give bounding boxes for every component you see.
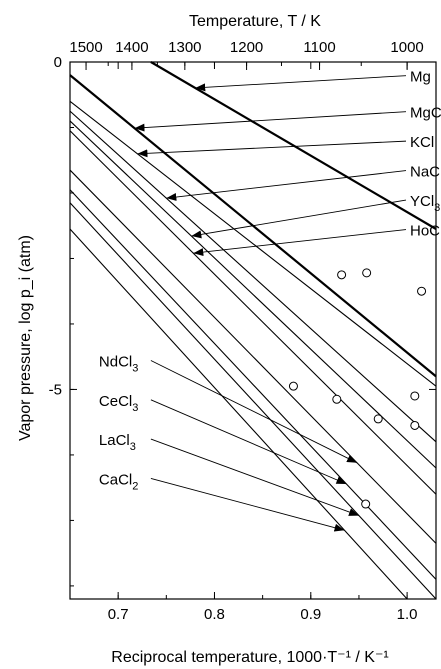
series-label: MgCl2	[410, 105, 441, 126]
label-arrow	[191, 199, 407, 239]
label-arrow	[150, 438, 360, 517]
data-point	[337, 270, 347, 280]
series-line-hocl	[69, 130, 437, 495]
label-arrow	[166, 170, 407, 201]
y-axis-title: Vapor pressure, log p_i (atm)	[17, 235, 34, 441]
series-label: NaCl	[410, 164, 441, 181]
series-label: CaCl2	[99, 471, 138, 492]
top-tick-label: 1300	[168, 39, 201, 56]
plot-frame	[69, 61, 437, 600]
series-label: Mg	[410, 69, 431, 86]
x-tick-label: 0.7	[108, 606, 129, 623]
top-tick-label: 1000	[390, 39, 423, 56]
label-arrow	[193, 229, 407, 257]
y-tick-label: 0	[54, 54, 62, 71]
series-lines	[69, 61, 437, 600]
data-point	[362, 268, 372, 278]
data-point	[410, 420, 420, 430]
label-arrow	[195, 75, 407, 92]
series-label: KCl	[410, 134, 434, 151]
label-arrow	[150, 477, 345, 532]
label-arrow	[134, 111, 407, 132]
label-arrow	[137, 140, 407, 158]
series-label: NdCl3	[99, 354, 138, 375]
label-arrow	[150, 360, 358, 464]
x-axis-title: Reciprocal temperature, 1000·T⁻¹ / K⁻¹	[111, 649, 388, 666]
series-line-lacl	[69, 202, 437, 600]
data-point	[288, 381, 298, 391]
series-labels: Mg MgCl2 KCl NaCl YCl3 HoCl3 NdCl3 CeCl3 LaCl3 Ca…	[99, 69, 441, 493]
top-axis-title: Temperature, T / K	[189, 13, 321, 30]
top-tick-label: 1100	[303, 39, 335, 56]
data-point	[361, 499, 371, 509]
top-tick-label: 1200	[230, 39, 263, 56]
series-label: LaCl3	[99, 432, 136, 453]
series-line-cecl	[69, 189, 437, 580]
x-tick-label: 0.9	[300, 606, 321, 623]
top-tick-label: 1400	[115, 39, 148, 56]
axis-ticks: 0.7 0.8 0.9 1.0 0 -5 1500 1400 1300 1200 1100 1000	[49, 39, 436, 623]
series-line-mg	[150, 61, 437, 230]
data-points	[288, 268, 427, 509]
data-point	[373, 414, 383, 424]
data-point	[410, 391, 420, 401]
series-line-ycl	[69, 120, 437, 469]
y-tick-label: -5	[49, 381, 62, 398]
x-tick-label: 0.8	[204, 606, 225, 623]
data-point	[417, 286, 427, 296]
series-label: YCl3	[410, 193, 440, 214]
series-line-ndcl	[69, 169, 437, 544]
series-label: CeCl3	[99, 393, 138, 414]
data-point	[332, 394, 342, 404]
series-line-cacl	[69, 228, 408, 600]
series-line-nacl	[69, 110, 437, 443]
series-label: HoCl3	[410, 223, 441, 244]
x-tick-label: 1.0	[397, 606, 418, 623]
top-tick-label: 1500	[69, 39, 102, 56]
series-line-kcl	[69, 100, 437, 387]
label-arrow	[150, 399, 347, 485]
